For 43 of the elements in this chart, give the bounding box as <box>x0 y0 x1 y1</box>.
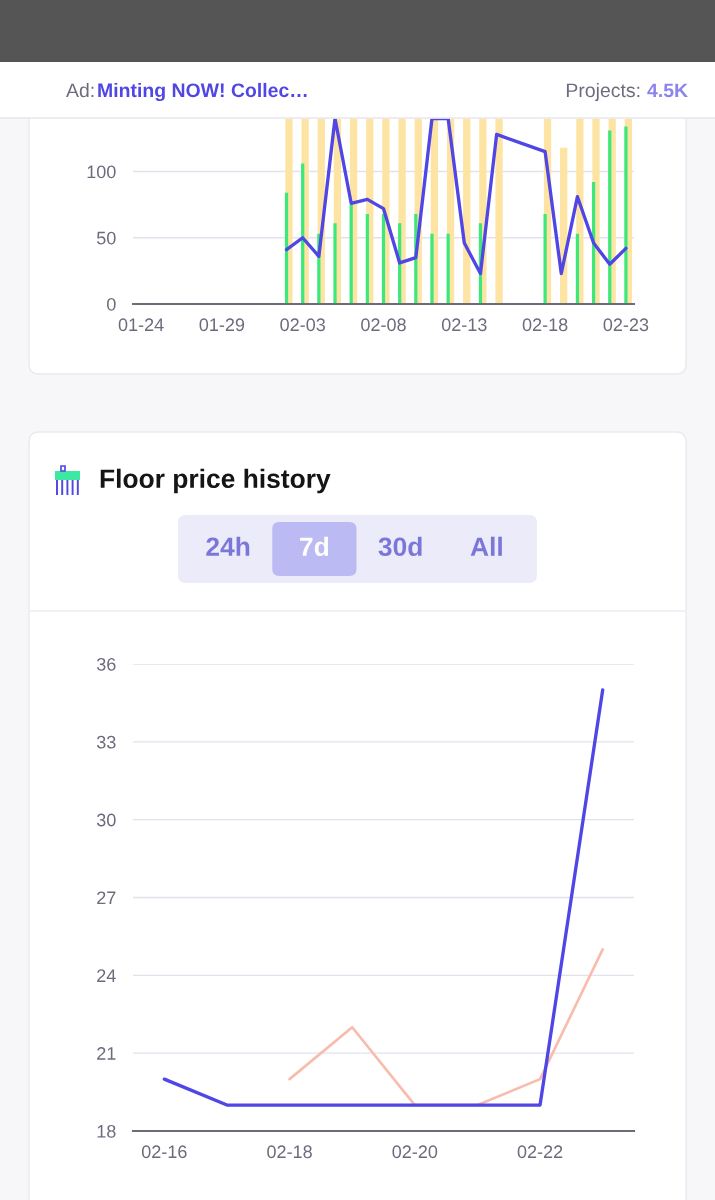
y-tick-label: 0 <box>107 297 116 311</box>
line-series <box>284 118 628 276</box>
x-tick-label: 02-03 <box>280 318 325 332</box>
y-tick-label: 27 <box>97 891 116 905</box>
bar <box>430 233 434 304</box>
text: 30d <box>378 536 422 557</box>
x-tick-label: 02-16 <box>141 1145 187 1159</box>
bar <box>624 126 628 304</box>
text: 7d <box>300 536 329 557</box>
x-tick-label: 02-23 <box>603 318 649 332</box>
bar <box>365 213 369 304</box>
x-tick-label: 02-18 <box>267 1145 312 1159</box>
y-tick-label: 18 <box>97 1124 116 1138</box>
bar <box>543 213 547 304</box>
y-tick-label: 24 <box>97 969 116 982</box>
y-tick-label: 50 <box>96 231 116 245</box>
x-tick-label: 01-29 <box>199 318 245 332</box>
text: 4.5K <box>647 83 688 98</box>
x-tick-label: 01-24 <box>118 318 164 332</box>
x-tick-label: 02-22 <box>517 1145 563 1159</box>
text: 24h <box>206 536 250 556</box>
text: Minting NOW! Collec… <box>98 82 307 102</box>
bar <box>446 233 450 304</box>
text: Ad: <box>66 82 94 98</box>
text: Projects: <box>566 82 640 102</box>
x-tick-label: 02-08 <box>361 318 406 332</box>
chart-title: Floor price history <box>100 468 331 494</box>
x-tick-label: 02-13 <box>441 318 487 332</box>
bar <box>381 213 386 304</box>
bar <box>495 118 503 304</box>
bar <box>463 118 471 304</box>
bar <box>349 204 353 304</box>
bar <box>608 130 612 304</box>
text: All <box>470 536 502 556</box>
y-tick-label: 30 <box>96 813 116 827</box>
y-tick-label: 21 <box>97 1047 116 1060</box>
bar <box>575 233 580 304</box>
y-tick-label: 36 <box>96 657 116 671</box>
y-tick-label: 100 <box>87 165 116 179</box>
y-tick-label: 33 <box>96 735 116 749</box>
x-tick-label: 02-18 <box>522 318 568 332</box>
x-tick-label: 02-20 <box>392 1145 438 1159</box>
bar <box>333 223 337 304</box>
